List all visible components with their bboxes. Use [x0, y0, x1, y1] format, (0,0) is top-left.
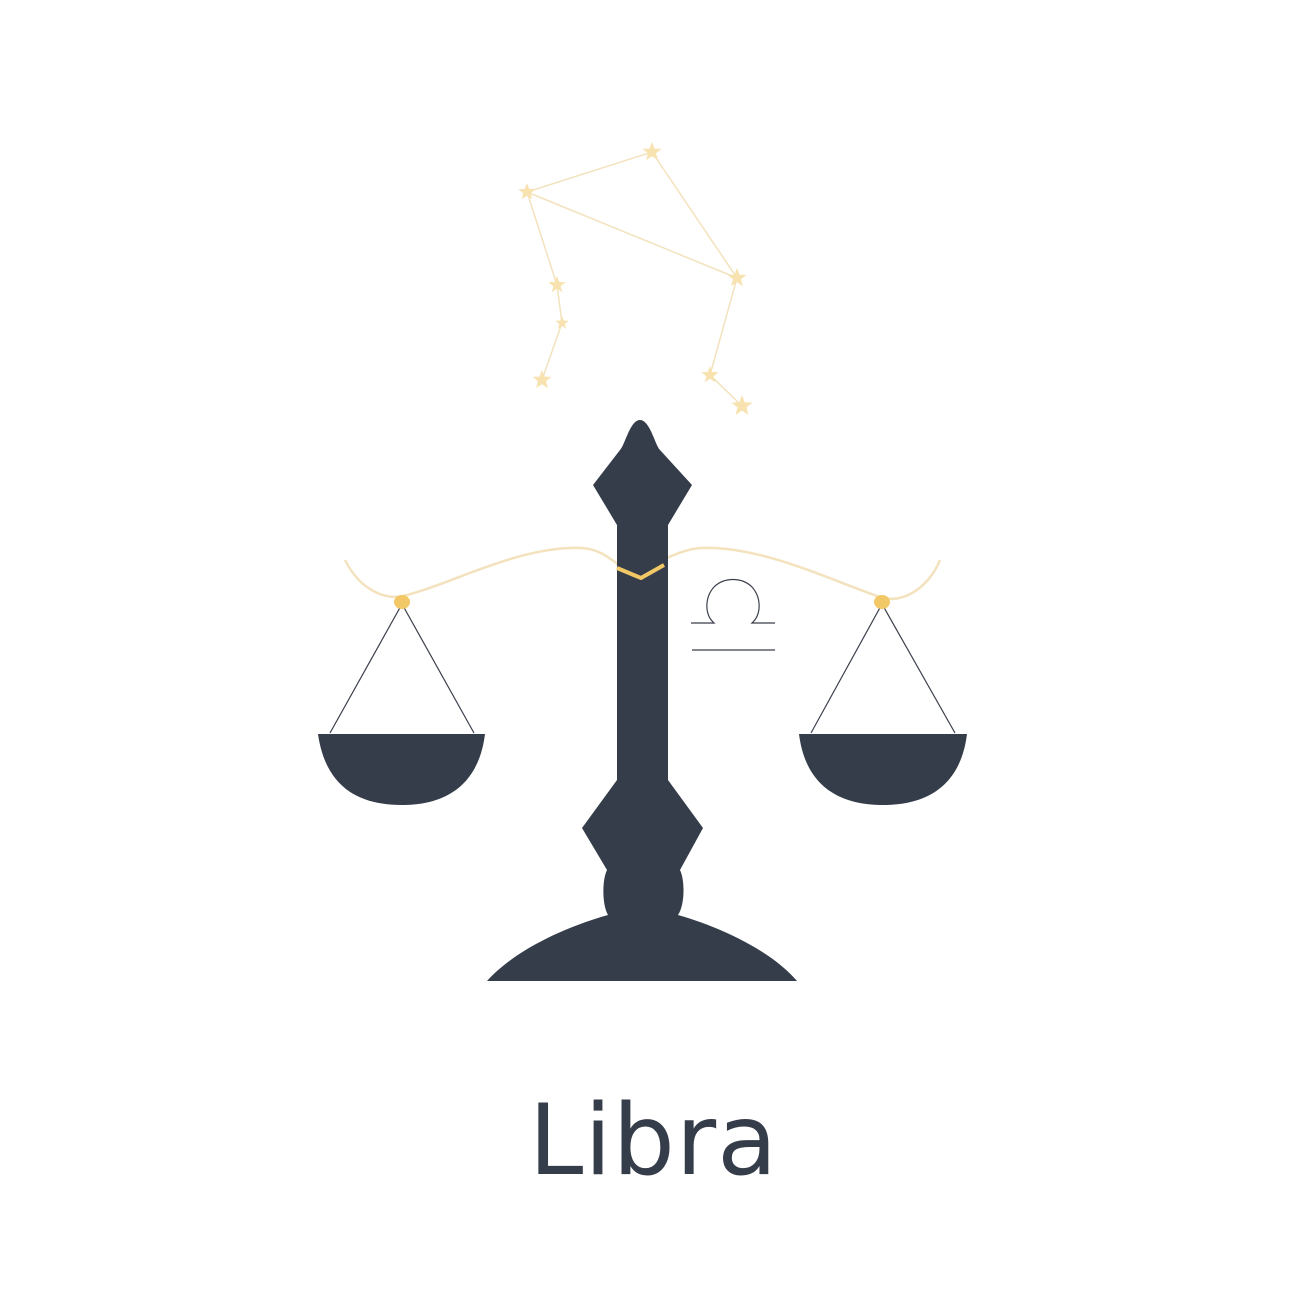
- sign-name: Libra: [528, 1084, 779, 1198]
- star-icon: [518, 183, 536, 200]
- right-pan: [799, 734, 967, 805]
- star-icon: [731, 395, 753, 415]
- libra-symbol-icon: [691, 578, 775, 651]
- constellation-line-3: [526, 191, 563, 381]
- pivot-chevron: [616, 563, 665, 580]
- left-pan: [318, 734, 485, 805]
- star-icon: [727, 268, 747, 287]
- balance-stand: [487, 420, 797, 981]
- star-icon: [701, 366, 719, 383]
- constellation-line-2: [526, 191, 738, 279]
- left-pan-strings: [329, 603, 475, 734]
- star-icon: [532, 370, 552, 389]
- left-hook: [394, 595, 410, 609]
- right-pan-strings: [810, 603, 956, 734]
- star-icon: [555, 316, 569, 329]
- star-icon: [548, 276, 566, 293]
- constellation-stars: [518, 142, 753, 415]
- star-icon: [642, 142, 662, 161]
- right-hook: [874, 595, 890, 609]
